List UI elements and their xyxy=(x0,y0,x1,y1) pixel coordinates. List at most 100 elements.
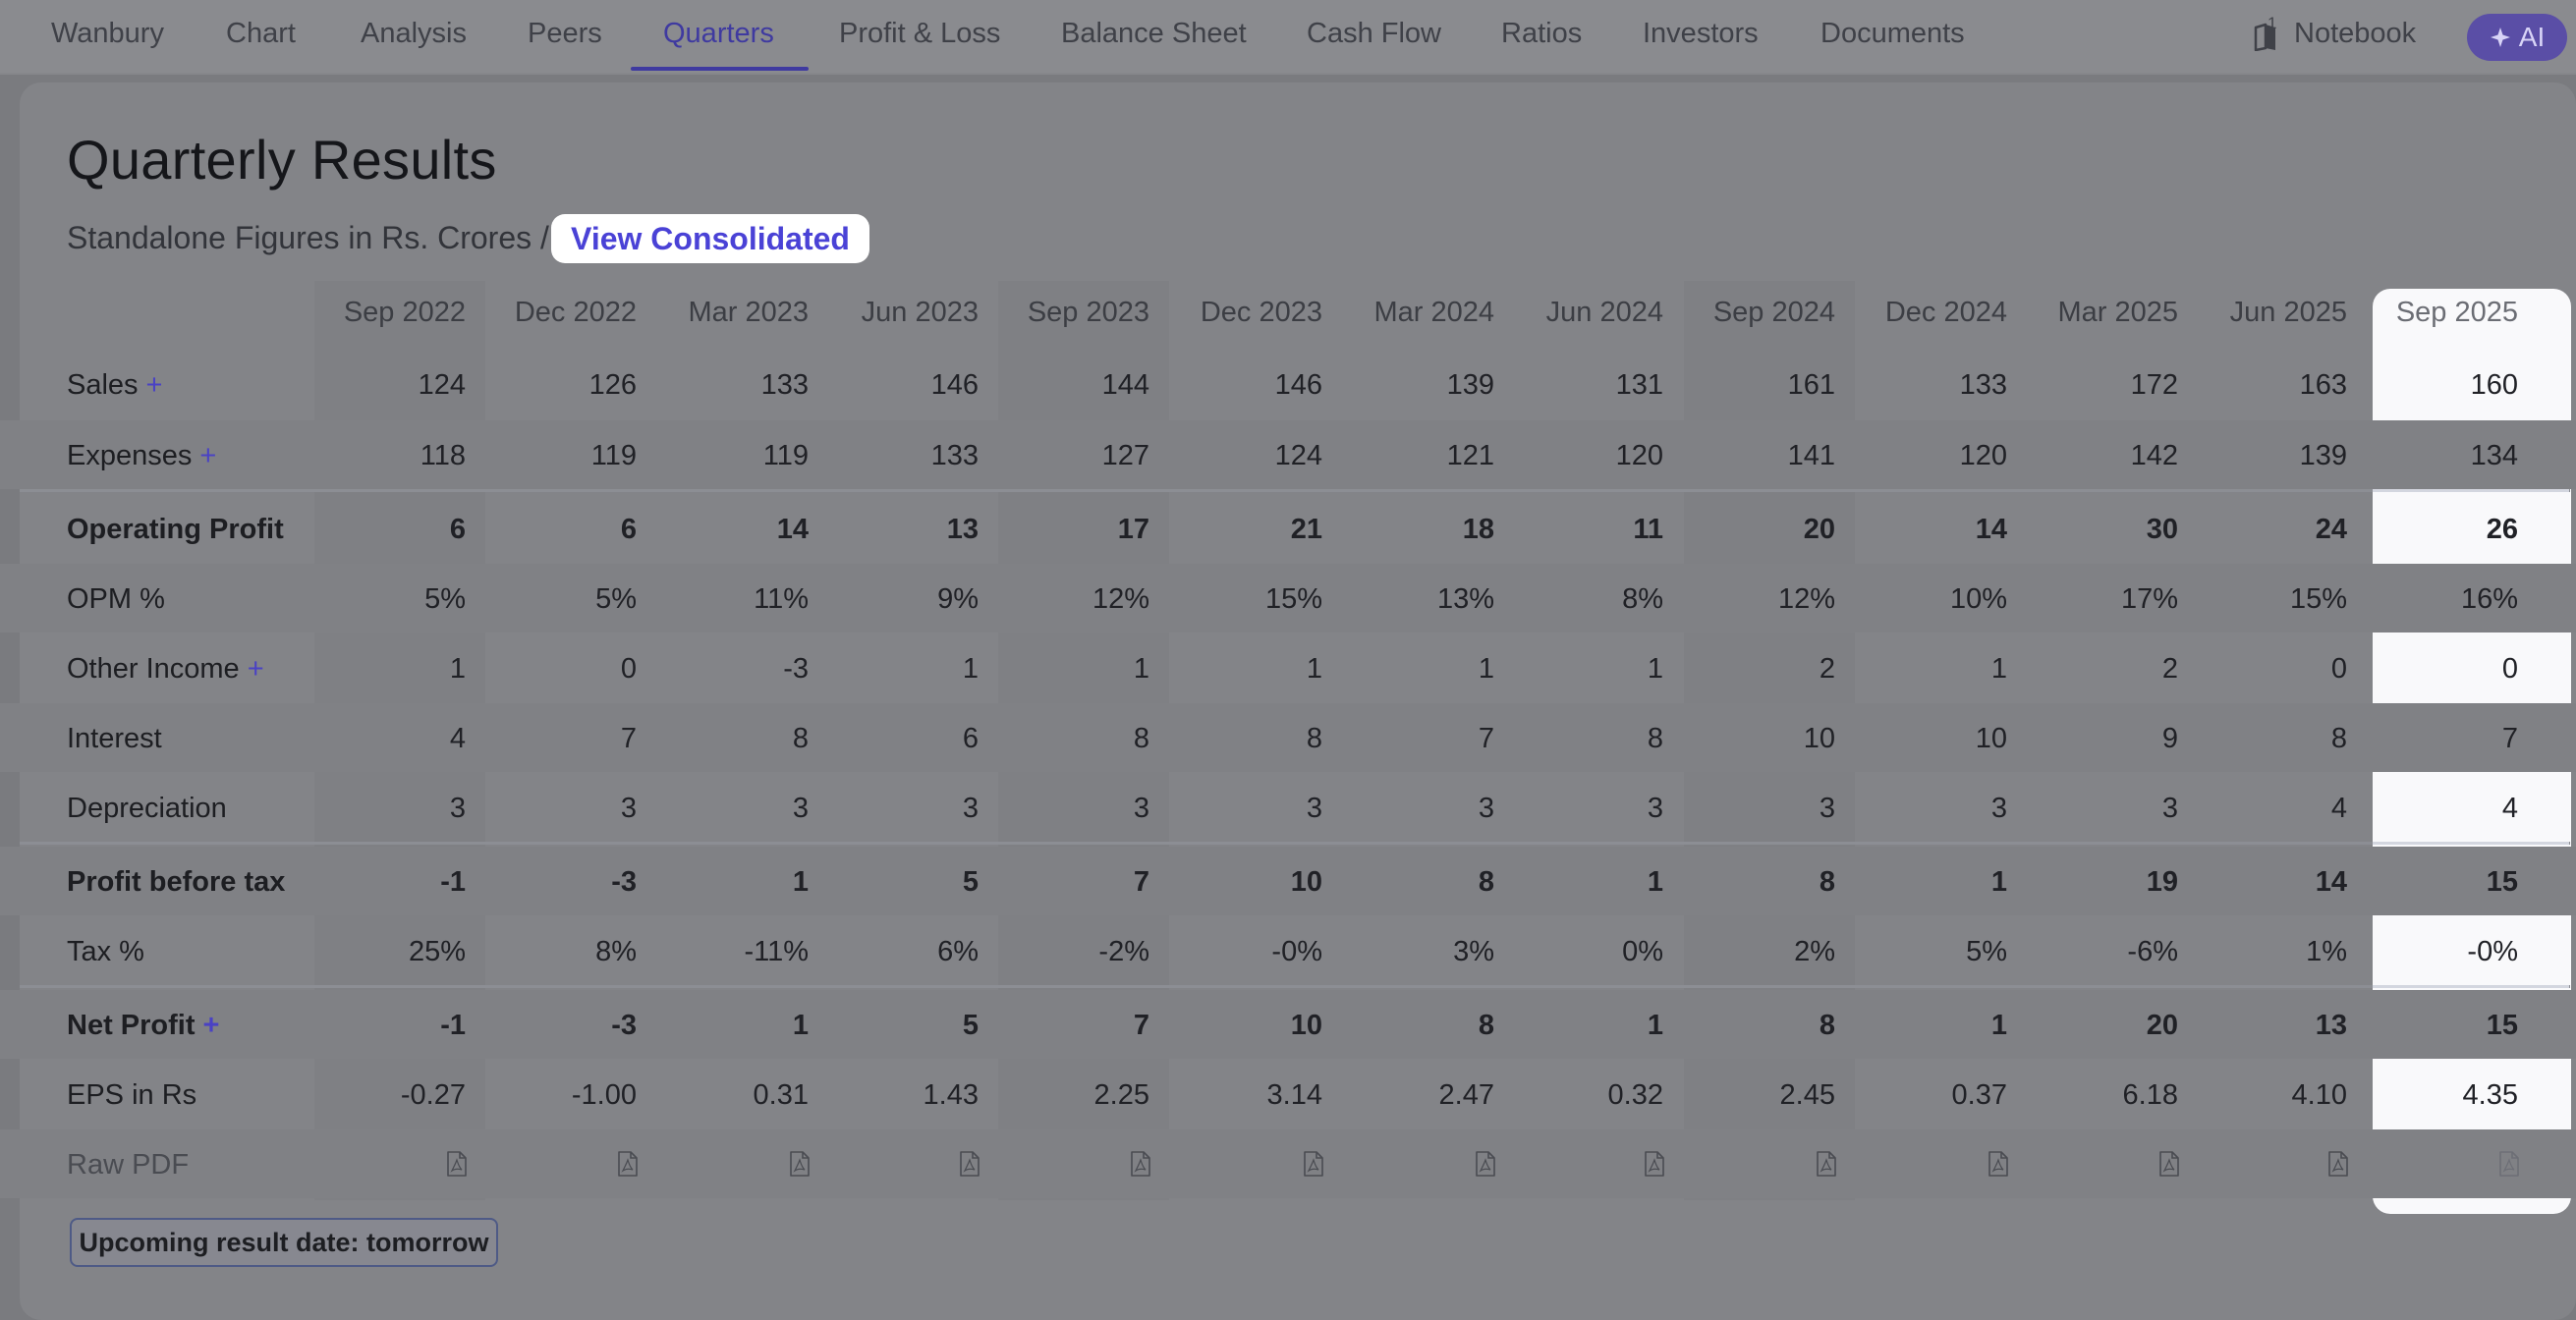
table-cell: 134 xyxy=(2470,440,2518,471)
notebook-link[interactable]: Notebook xyxy=(2294,18,2417,49)
nav-item-analysis[interactable]: Analysis xyxy=(361,18,467,49)
table-cell: 133 xyxy=(760,369,809,401)
nav-item-balance-sheet[interactable]: Balance Sheet xyxy=(1061,18,1247,49)
column-header[interactable]: Mar 2024 xyxy=(1373,297,1494,328)
table-cell: 2.45 xyxy=(1779,1079,1835,1111)
row-label: Depreciation xyxy=(67,793,227,825)
table-cell: 13 xyxy=(946,514,979,545)
nav-item-profit-loss[interactable]: Profit & Loss xyxy=(839,18,1001,49)
table-cell: 172 xyxy=(2130,369,2178,401)
table-cell: 126 xyxy=(588,369,637,401)
table-cell: 160 xyxy=(2470,369,2518,401)
row-label[interactable]: Net Profit + xyxy=(67,1010,219,1042)
table-row: Profit before tax -1 -3 1 5 7 10 8 1 8 1 19 14 15 xyxy=(0,847,2576,915)
pdf-file-icon[interactable] xyxy=(1988,1151,2009,1177)
expand-row-icon[interactable]: + xyxy=(199,440,217,471)
table-cell: 0.37 xyxy=(1951,1079,2007,1111)
expand-row-icon[interactable]: + xyxy=(247,653,264,685)
table-cell: 1 xyxy=(1990,653,2007,685)
table-cell: 4 xyxy=(2330,793,2347,824)
table-cell: 1 xyxy=(1647,1010,1663,1041)
pdf-file-icon[interactable] xyxy=(1644,1151,1665,1177)
table-cell: 24 xyxy=(2315,514,2347,545)
expand-row-icon[interactable]: + xyxy=(202,1010,220,1041)
ai-button-label: AI xyxy=(2518,22,2546,52)
row-label[interactable]: Expenses + xyxy=(67,440,216,472)
table-cell: 124 xyxy=(1274,440,1322,471)
row-label: Tax % xyxy=(67,936,144,968)
row-label: Interest xyxy=(67,723,162,755)
table-cell: 133 xyxy=(930,440,979,471)
pdf-file-icon[interactable] xyxy=(1130,1151,1151,1177)
row-label-text: Sales xyxy=(67,369,139,401)
table-cell: 4.10 xyxy=(2291,1079,2347,1111)
pdf-file-icon[interactable] xyxy=(1816,1151,1837,1177)
nav-item-quarters[interactable]: Quarters xyxy=(663,18,774,49)
table-cell: 10 xyxy=(1290,1010,1322,1041)
nav-item-documents[interactable]: Documents xyxy=(1820,18,1965,49)
row-label[interactable]: Other Income + xyxy=(67,653,264,686)
table-cell: 11% xyxy=(754,583,809,615)
pdf-file-icon[interactable] xyxy=(2498,1151,2520,1177)
pdf-file-icon[interactable] xyxy=(446,1151,468,1177)
nav-item-company[interactable]: Wanbury xyxy=(51,18,164,49)
column-header[interactable]: Sep 2024 xyxy=(1712,297,1835,328)
row-label-text: Operating Profit xyxy=(67,514,284,545)
pdf-file-icon[interactable] xyxy=(617,1151,639,1177)
upcoming-result-badge: Upcoming result date: tomorrow xyxy=(70,1218,498,1267)
column-header[interactable]: Sep 2023 xyxy=(1027,297,1149,328)
table-cell: 124 xyxy=(418,369,466,401)
column-header[interactable]: Jun 2024 xyxy=(1545,297,1663,328)
nav-item-investors[interactable]: Investors xyxy=(1643,18,1759,49)
column-header[interactable]: Jun 2023 xyxy=(861,297,979,328)
sparkle-icon xyxy=(2490,28,2510,47)
pdf-file-icon[interactable] xyxy=(1475,1151,1496,1177)
table-row: OPM % 5% 5% 11% 9% 12% 15% 13% 8% 12% 10% 17% 15% 16% xyxy=(0,564,2576,632)
row-label[interactable]: Sales + xyxy=(67,369,162,402)
table-cell: -1.00 xyxy=(571,1079,637,1111)
table-cell: 3% xyxy=(1453,936,1494,967)
table-cell: 0 xyxy=(2501,653,2518,685)
pdf-file-icon[interactable] xyxy=(1303,1151,1324,1177)
nav-item-peers[interactable]: Peers xyxy=(528,18,602,49)
table-cell: -11% xyxy=(744,936,809,967)
expand-row-icon[interactable]: + xyxy=(145,369,163,401)
table-cell: 4 xyxy=(2501,793,2518,824)
table-cell: -0% xyxy=(2467,936,2518,967)
table-cell: 1 xyxy=(1133,653,1149,685)
column-header[interactable]: Sep 2025 xyxy=(2395,297,2518,328)
column-header[interactable]: Dec 2022 xyxy=(514,297,637,328)
table-cell: 3 xyxy=(620,793,637,824)
row-divider xyxy=(2373,489,2569,492)
notebook-icon[interactable] xyxy=(2253,22,2278,51)
column-header[interactable]: Mar 2025 xyxy=(2057,297,2178,328)
column-header[interactable]: Mar 2023 xyxy=(688,297,809,328)
table-cell: 7 xyxy=(620,723,637,754)
table-cell: 139 xyxy=(2299,440,2347,471)
column-header[interactable]: Sep 2022 xyxy=(343,297,466,328)
table-cell: 144 xyxy=(1101,369,1149,401)
nav-item-ratios[interactable]: Ratios xyxy=(1501,18,1583,49)
table-cell: 21 xyxy=(1290,514,1322,545)
nav-item-chart[interactable]: Chart xyxy=(226,18,296,49)
table-cell: 15% xyxy=(1264,583,1322,615)
table-cell: 1 xyxy=(1990,1010,2007,1041)
view-consolidated-button[interactable]: View Consolidated xyxy=(551,214,869,263)
pdf-file-icon[interactable] xyxy=(959,1151,980,1177)
table-cell: 3 xyxy=(449,793,466,824)
column-header[interactable]: Dec 2023 xyxy=(1200,297,1322,328)
table-cell: 161 xyxy=(1787,369,1835,401)
row-divider xyxy=(2373,985,2569,988)
nav-item-cash-flow[interactable]: Cash Flow xyxy=(1307,18,1441,49)
column-header[interactable]: Jun 2025 xyxy=(2229,297,2347,328)
active-tab-indicator xyxy=(631,67,809,71)
column-header[interactable]: Dec 2024 xyxy=(1884,297,2007,328)
pdf-file-icon[interactable] xyxy=(2327,1151,2349,1177)
pdf-file-icon[interactable] xyxy=(789,1151,811,1177)
table-cell: 3 xyxy=(1990,793,2007,824)
table-cell: -0.27 xyxy=(400,1079,466,1111)
ai-button[interactable]: AI xyxy=(2467,14,2567,61)
table-cell: 7 xyxy=(2501,723,2518,754)
table-cell: 10 xyxy=(1975,723,2007,754)
pdf-file-icon[interactable] xyxy=(2158,1151,2180,1177)
